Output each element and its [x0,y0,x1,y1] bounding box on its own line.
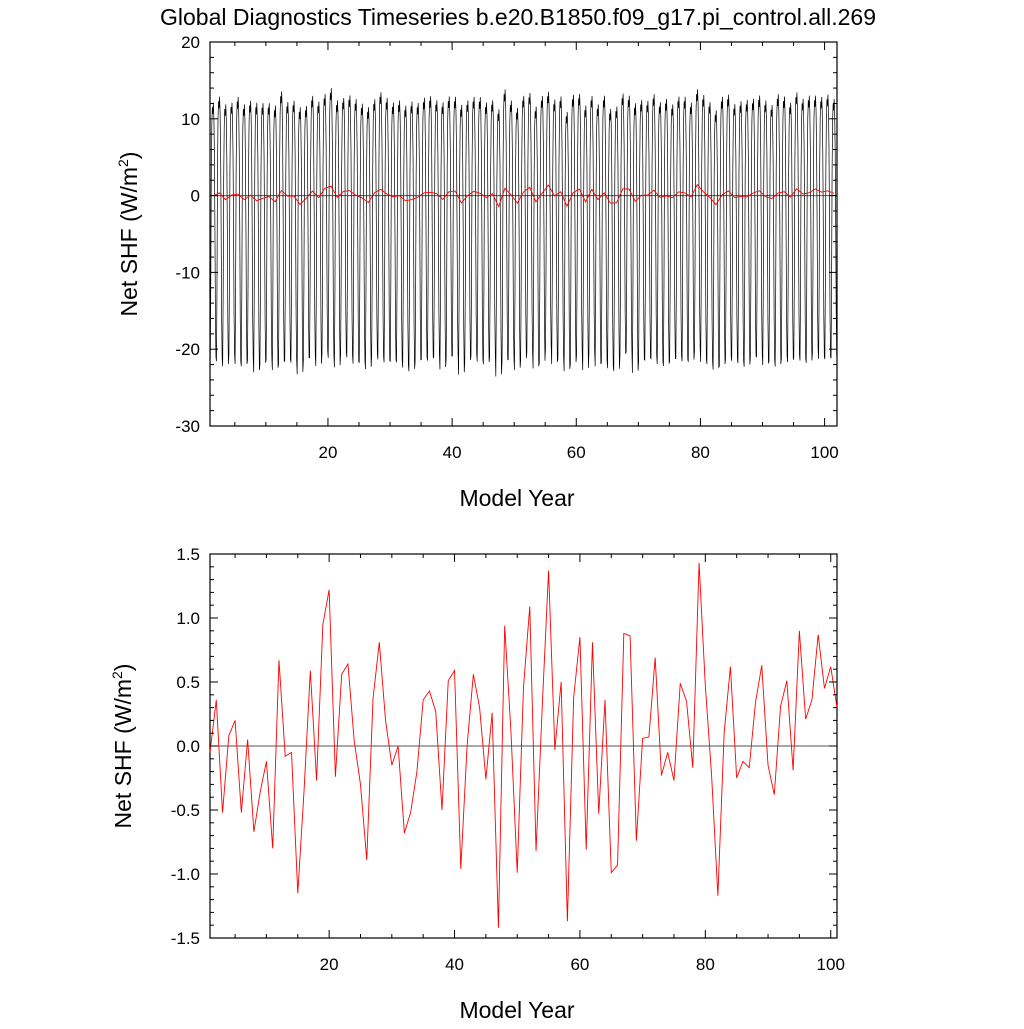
top-x-axis-title: Model Year [459,485,574,511]
top-x-tick-label: 80 [691,443,710,462]
bottom-y-axis-title-sup: 2 [109,671,125,679]
bottom-y-tick-label: 1.0 [176,609,200,628]
top-y-tick-label: 10 [181,110,200,129]
bottom-y-axis-title: Net SHF (W/m2) [109,664,136,829]
top-y-axis-title-close: ) [116,152,142,160]
top-y-tick-label: 20 [181,33,200,52]
bottom-y-tick-label: 0.0 [176,737,200,756]
top-y-tick-label: -30 [175,417,200,436]
top-axis-ticks [210,41,837,427]
bottom-axis-ticks [210,553,837,939]
top-y-tick-labels: 20 10 0 -10 -20 -30 [175,33,200,436]
bottom-x-tick-labels: 20 40 60 80 100 [320,955,845,974]
bottom-x-tick-label: 80 [696,955,715,974]
bottom-y-tick-label: 1.5 [176,545,200,564]
bottom-panel: 1.5 1.0 0.5 0.0 -0.5 -1.0 -1.5 20 40 60 80 100 Mod… [109,545,845,1023]
bottom-y-axis-title-close: ) [110,664,136,672]
top-x-tick-label: 100 [810,443,838,462]
top-x-tick-labels: 20 40 60 80 100 [318,443,838,462]
bottom-y-axis-title-main: Net SHF (W/m [110,679,136,829]
bottom-x-tick-label: 100 [817,955,845,974]
top-y-tick-label: -10 [175,263,200,282]
bottom-x-tick-label: 40 [445,955,464,974]
top-plot-frame [209,41,838,427]
bottom-y-tick-label: -0.5 [171,801,200,820]
top-y-axis-title-sup: 2 [115,159,131,167]
top-y-tick-label: 0 [191,187,200,206]
bottom-x-tick-label: 20 [320,955,339,974]
bottom-y-tick-label: -1.5 [171,929,200,948]
top-y-tick-label: -20 [175,340,200,359]
top-x-tick-label: 40 [443,443,462,462]
bottom-series-group [209,562,838,928]
bottom-x-axis-title: Model Year [459,997,574,1023]
top-series-group [209,88,838,377]
bottom-x-tick-label: 60 [570,955,589,974]
top-y-axis-title: Net SHF (W/m2) [115,152,142,317]
top-monthly-series-line [209,88,838,377]
bottom-y-tick-labels: 1.5 1.0 0.5 0.0 -0.5 -1.0 -1.5 [171,545,200,948]
top-x-tick-label: 60 [567,443,586,462]
bottom-y-tick-label: 0.5 [176,673,200,692]
bottom-annual-series-line [209,562,838,928]
top-annual-mean-line [212,183,835,208]
chart-title: Global Diagnostics Timeseries b.e20.B185… [160,4,876,30]
top-x-tick-label: 20 [318,443,337,462]
bottom-y-tick-label: -1.0 [171,865,200,884]
top-y-axis-title-main: Net SHF (W/m [116,167,142,317]
